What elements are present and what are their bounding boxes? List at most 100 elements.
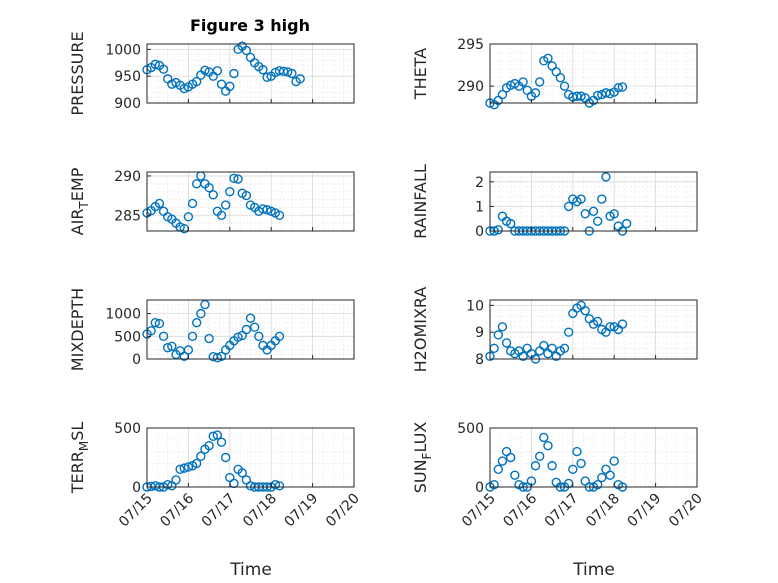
rainfall-data-point [563, 201, 574, 212]
rainfall-data-point [609, 209, 619, 219]
h2omixra-data-point [563, 327, 574, 337]
air-temp-data-point [154, 198, 165, 209]
rainfall-data-point [576, 194, 586, 204]
theta-data-point [613, 83, 624, 93]
rainfall-data-point [601, 172, 611, 182]
mixdepth-y-tick-label: 0 [132, 352, 141, 368]
mixdepth-data-point [183, 345, 194, 355]
mixdepth-y-tick-label: 500 [114, 329, 141, 345]
rainfall-data-point [493, 225, 503, 235]
mixdepth-y-tick-label: 1000 [105, 307, 141, 323]
sun-flux-x-tick-label: 07/15 [459, 491, 499, 531]
terr-msl-data-point [191, 458, 202, 469]
sun-flux-data-point [493, 464, 503, 474]
mixdepth-data-point [200, 299, 210, 310]
theta-data-point [555, 73, 566, 83]
theta-data-point [530, 88, 541, 98]
h2omixra-y-axis-label: H2OMIXRA [411, 287, 430, 373]
rainfall-data-point [580, 209, 590, 219]
terr-msl-y-axis-label: TERRMSL [68, 422, 91, 495]
mixdepth-data-point [274, 331, 285, 342]
sun-flux-x-tick-label: 07/20 [666, 491, 706, 531]
terr-msl-data-point [208, 431, 218, 441]
air-temp-data-point [266, 206, 276, 217]
sun-flux-data-point [597, 472, 607, 483]
sun-flux-data-point [530, 461, 541, 471]
rainfall-data-point [506, 218, 516, 229]
rainfall-axes: 0 1 2 RAINFALL [411, 164, 698, 240]
h2omixra-axes: 8 9 10 H2OMIXRA [411, 287, 698, 373]
sun-flux-data-point [534, 451, 545, 462]
theta-data-point [543, 53, 553, 64]
terr-msl-x-tick-label: 07/20 [323, 491, 363, 531]
h2omixra-y-tick-label: 10 [466, 298, 484, 314]
air-temp-data-point [220, 200, 231, 210]
sun-flux-data-point [609, 456, 619, 466]
air-temp-data-point [216, 210, 227, 220]
rainfall-data-point [588, 206, 599, 217]
pressure-data-point [241, 45, 252, 56]
pressure-data-point [150, 59, 160, 70]
rainfall-data-point [621, 218, 632, 229]
pressure-data-point [179, 83, 189, 94]
mixdepth-data-point [150, 317, 160, 328]
terr-msl-data-point [175, 464, 185, 474]
rainfall-y-tick-label: 0 [475, 224, 484, 240]
h2omixra-data-point [547, 343, 557, 353]
pressure-axes-box [146, 43, 355, 104]
air-temp-data-point [262, 205, 272, 215]
sun-flux-data-point [547, 461, 557, 471]
terr-msl-x-tick-label: 07/18 [240, 491, 280, 531]
terr-msl-x-tick-label: 07/17 [199, 491, 239, 531]
pressure-y-axis-label: PRESSURE [68, 31, 87, 115]
pressure-data-point [212, 66, 223, 76]
sun-flux-data-point [592, 479, 603, 490]
terr-msl-data-point [216, 437, 227, 447]
mixdepth-data-point [154, 318, 165, 329]
air-temp-axes: 285 290 AIRTEMP [68, 167, 355, 235]
sun-flux-x-tick-label: 07/18 [583, 491, 623, 531]
pressure-data-point [216, 79, 227, 89]
mixdepth-data-point [216, 351, 227, 361]
pressure-data-point [283, 67, 293, 77]
theta-y-axis-label: THETA [411, 48, 430, 100]
mixdepth-data-point [249, 322, 260, 332]
mixdepth-data-point [254, 331, 264, 342]
pressure-data-point [200, 65, 210, 75]
h2omixra-axes-box [489, 299, 698, 360]
h2omixra-data-point [592, 316, 603, 327]
air-temp-data-point [233, 174, 243, 184]
mixdepth-axes: 0 500 1000 MIXDEPTH [68, 288, 355, 371]
sun-flux-y-tick-label: 0 [475, 480, 484, 496]
mixdepth-data-point [241, 324, 252, 335]
pressure-data-point [278, 66, 289, 77]
terr-msl-x-tick-label: 07/15 [116, 491, 156, 531]
theta-data-point [518, 77, 528, 87]
terr-msl-data-point [220, 452, 231, 463]
pressure-y-tick-label: 1000 [105, 42, 141, 58]
terr-msl-y-tick-label: 0 [132, 480, 141, 496]
theta-data-point [497, 89, 508, 100]
sun-flux-x-tick-label: 07/16 [500, 490, 540, 530]
terr-msl-axes: 0 500 07/15 07/16 07/17 07/18 07/19 07/20 TERRMS… [68, 421, 363, 530]
terr-msl-data-point [179, 463, 189, 473]
h2omixra-data-point [605, 322, 615, 332]
terr-msl-data-point [183, 462, 194, 472]
mixdepth-axes-box [146, 299, 355, 360]
sun-flux-axes: 0 500 07/15 07/16 07/17 07/18 07/19 07/20 SUNFLU… [411, 421, 706, 530]
mixdepth-data-point [162, 342, 173, 353]
air-temp-data-point [208, 190, 218, 200]
terr-msl-data-point [237, 468, 247, 478]
pressure-axes: 900 950 1000 PRESSURE [68, 31, 355, 116]
terr-msl-data-point [204, 441, 214, 451]
sun-flux-data-point [572, 446, 582, 457]
sun-flux-data-point [605, 470, 615, 480]
sun-flux-axes-box [489, 427, 698, 488]
sun-flux-x-tick-label: 07/17 [542, 491, 582, 531]
theta-axes: 290 295 THETA [411, 37, 698, 110]
h2omixra-data-point [518, 351, 528, 362]
terr-msl-data-point [171, 475, 181, 485]
h2omixra-data-point [501, 338, 512, 348]
pressure-data-point [295, 74, 305, 84]
